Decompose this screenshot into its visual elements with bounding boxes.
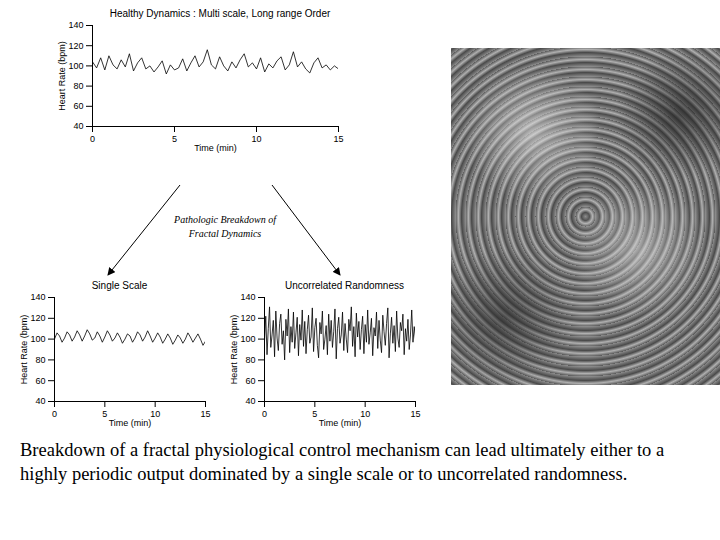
svg-text:0: 0 — [90, 134, 95, 144]
svg-text:60: 60 — [245, 376, 255, 386]
svg-text:Heart Rate (bpm): Heart Rate (bpm) — [229, 315, 239, 385]
svg-text:5: 5 — [102, 409, 107, 419]
svg-text:15: 15 — [200, 409, 210, 419]
svg-text:40: 40 — [73, 121, 83, 131]
svg-text:120: 120 — [68, 41, 83, 51]
svg-text:10: 10 — [360, 409, 370, 419]
svg-text:Heart Rate (bpm): Heart Rate (bpm) — [19, 315, 29, 385]
svg-text:120: 120 — [240, 313, 255, 323]
html-text:Uncorrelated Randomness: Uncorrelated Randomness — [285, 280, 404, 291]
svg-text:80: 80 — [73, 81, 83, 91]
html-text:Single Scale: Single Scale — [91, 280, 148, 291]
svg-text:40: 40 — [35, 396, 45, 406]
svg-text:15: 15 — [410, 409, 420, 419]
svg-text:10: 10 — [150, 409, 160, 419]
html-text:Healthy Dynamics : Multi scale: Healthy Dynamics : Multi scale, Long ran… — [109, 8, 331, 19]
svg-text:Time (min): Time (min) — [319, 418, 362, 428]
svg-text:Time (min): Time (min) — [109, 418, 152, 428]
html-text:Breakdown of a fractal physiol: Breakdown of a fractal physiological con… — [20, 440, 665, 484]
svg-text:100: 100 — [68, 61, 83, 71]
svg-text:60: 60 — [73, 101, 83, 111]
svg-text:Heart Rate (bpm): Heart Rate (bpm) — [57, 41, 67, 111]
svg-text:40: 40 — [245, 396, 255, 406]
svg-text:0: 0 — [262, 409, 267, 419]
svg-text:100: 100 — [30, 334, 45, 344]
svg-text:15: 15 — [333, 134, 343, 144]
svg-text:5: 5 — [172, 134, 177, 144]
svg-text:80: 80 — [35, 355, 45, 365]
svg-text:140: 140 — [30, 292, 45, 302]
svg-text:120: 120 — [30, 313, 45, 323]
svg-text:0: 0 — [52, 409, 57, 419]
svg-text:140: 140 — [240, 292, 255, 302]
svg-text:140: 140 — [68, 20, 83, 30]
svg-text:60: 60 — [35, 376, 45, 386]
svg-text:5: 5 — [312, 409, 317, 419]
svg-text:10: 10 — [251, 134, 261, 144]
html-text:Pathologic Breakdown of Fracta: Pathologic Breakdown of Fractal Dynamics — [174, 214, 276, 239]
svg-text:100: 100 — [240, 334, 255, 344]
svg-text:Time (min): Time (min) — [194, 143, 237, 153]
svg-text:80: 80 — [245, 355, 255, 365]
